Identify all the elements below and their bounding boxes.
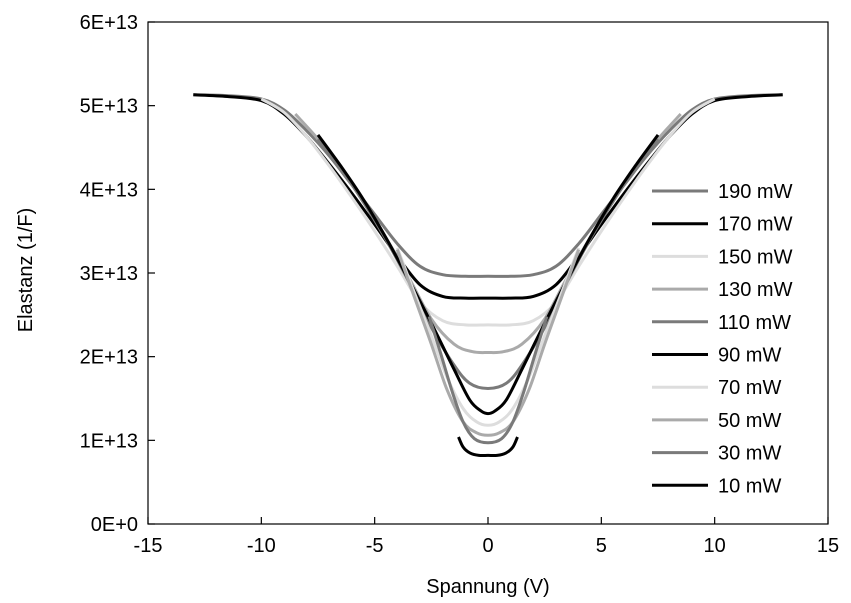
legend-label: 50 mW bbox=[718, 410, 781, 432]
axis-layer: -15 -10 -5 0 5 10 15 0E+0 1E+13 2E+13 3E+13 4E+13 5E… bbox=[80, 12, 840, 557]
legend-label: 30 mW bbox=[718, 443, 781, 465]
y-tick-label: 5E+13 bbox=[80, 96, 138, 118]
x-tick-label: 5 bbox=[596, 535, 607, 557]
y-tick-label: 3E+13 bbox=[80, 263, 138, 285]
x-tick-label: -10 bbox=[247, 535, 276, 557]
series-line-10-mw bbox=[457, 436, 519, 458]
y-axis-label: Elastanz (1/F) bbox=[15, 208, 37, 332]
legend-label: 170 mW bbox=[718, 214, 793, 236]
series-line-90-mw bbox=[316, 134, 660, 416]
series-line-70-mw bbox=[395, 247, 581, 427]
x-tick-label: -15 bbox=[134, 535, 163, 557]
legend: 190 mW 170 mW 150 mW 130 mW 110 mW 90 mW 70 mW… bbox=[652, 181, 793, 497]
legend-label: 190 mW bbox=[718, 181, 793, 203]
y-tick-label: 1E+13 bbox=[80, 430, 138, 452]
series-line-190-mw bbox=[193, 93, 783, 278]
legend-label: 70 mW bbox=[718, 377, 781, 399]
y-tick-label: 4E+13 bbox=[80, 179, 138, 201]
y-tick-label: 0E+0 bbox=[91, 514, 138, 536]
legend-label: 110 mW bbox=[718, 312, 791, 334]
series-layer bbox=[193, 93, 783, 458]
series-line-150-mw bbox=[260, 97, 716, 327]
series-line-130-mw bbox=[294, 112, 682, 355]
series-line-170-mw bbox=[193, 93, 783, 300]
legend-label: 90 mW bbox=[718, 345, 781, 367]
x-axis-label: Spannung (V) bbox=[426, 576, 549, 598]
series-line-30-mw bbox=[427, 316, 549, 445]
x-tick-label: -5 bbox=[366, 535, 384, 557]
x-tick-label: 0 bbox=[482, 535, 493, 557]
legend-label: 150 mW bbox=[718, 246, 793, 268]
series-line-50-mw bbox=[395, 249, 581, 437]
legend-label: 10 mW bbox=[718, 475, 781, 497]
y-tick-label: 6E+13 bbox=[80, 12, 138, 34]
y-tick-label: 2E+13 bbox=[80, 347, 138, 369]
legend-label: 130 mW bbox=[718, 279, 793, 301]
x-tick-label: 10 bbox=[704, 535, 726, 557]
x-tick-label: 15 bbox=[817, 535, 839, 557]
